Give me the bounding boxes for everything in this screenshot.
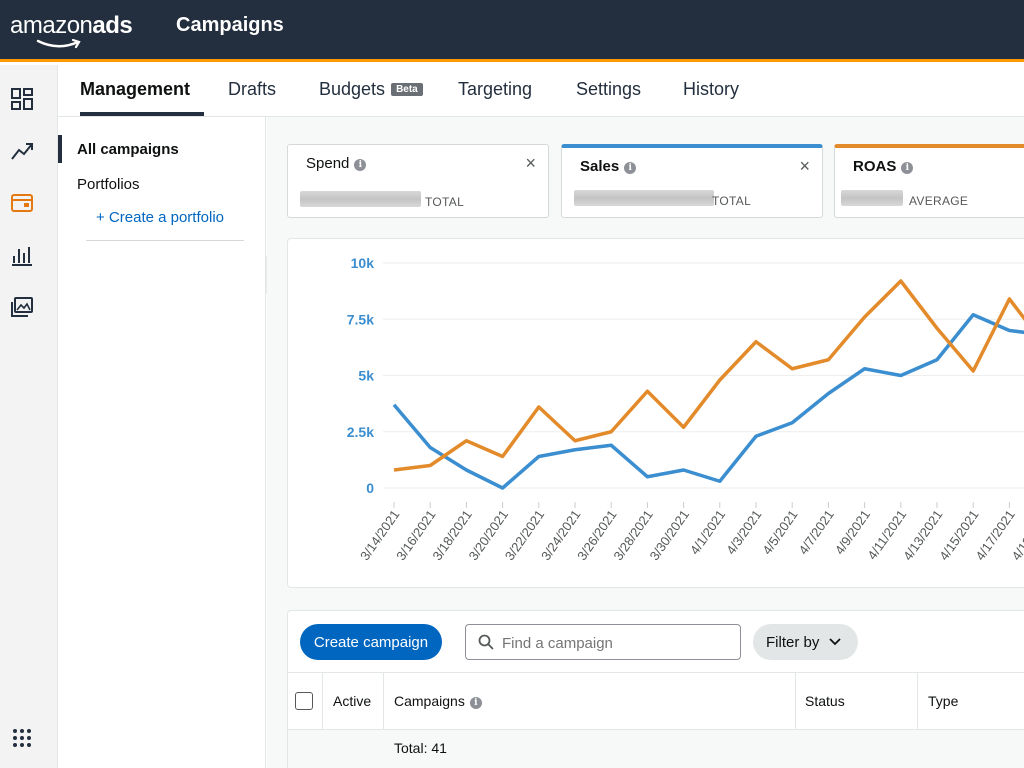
redacted-value <box>574 190 714 206</box>
campaigns-table-card: Create campaign Filter by Active Campaig… <box>287 610 1024 768</box>
info-icon[interactable]: i <box>354 159 367 171</box>
metric-card-sales[interactable]: Sales i × TOTAL <box>561 144 823 218</box>
trend-icon[interactable] <box>8 137 36 165</box>
metric-label-roas: ROAS i <box>853 158 914 175</box>
filter-label: Filter by <box>766 633 820 651</box>
metric-sub-label: TOTAL <box>712 194 752 208</box>
metric-card-roas[interactable]: ROAS i AVERAGE <box>834 144 1024 218</box>
column-header-campaigns[interactable]: Campaigns i <box>394 693 482 709</box>
redacted-value <box>300 191 421 207</box>
y-tick-label: 2.5k <box>347 424 374 440</box>
column-header-active[interactable]: Active <box>333 693 372 709</box>
select-all-checkbox[interactable] <box>295 692 313 710</box>
sidebar: All campaigns Portfolios + Create a port… <box>58 117 266 768</box>
creative-icon[interactable] <box>8 293 36 321</box>
create-portfolio-link[interactable]: + Create a portfolio <box>96 209 224 226</box>
sales-series-line[interactable] <box>392 313 1024 490</box>
logo-smile-icon <box>36 39 81 49</box>
tab-bar: Management Drafts Budgets Beta Targeting … <box>58 65 1024 117</box>
close-icon[interactable]: × <box>799 156 810 176</box>
tab-management[interactable]: Management <box>80 79 191 99</box>
logo-text: amazonads <box>10 12 133 39</box>
total-campaigns: Total: 41 <box>394 740 447 756</box>
y-tick-label: 7.5k <box>347 311 374 327</box>
main-content: Spend i × TOTAL Sales i × TOTAL ROAS i AVER… <box>267 117 1024 768</box>
tab-settings[interactable]: Settings <box>576 79 642 99</box>
redacted-value <box>841 190 903 206</box>
metric-label-sales: Sales i <box>580 158 637 175</box>
sidebar-item-all-campaigns[interactable]: All campaigns <box>77 141 179 158</box>
column-divider <box>383 673 384 768</box>
search-box <box>465 624 741 660</box>
campaigns-icon[interactable] <box>8 189 36 217</box>
sidebar-active-indicator <box>58 135 62 163</box>
metric-sub-label: TOTAL <box>425 195 465 209</box>
x-tick-label: 4/3/2021 <box>723 507 764 557</box>
column-divider <box>917 673 918 768</box>
search-icon <box>478 634 494 650</box>
column-divider <box>795 673 796 768</box>
apps-grid-icon[interactable] <box>12 728 32 748</box>
dashboard-icon[interactable] <box>8 85 36 113</box>
y-tick-label: 0 <box>366 480 374 496</box>
filter-by-button[interactable]: Filter by <box>753 624 858 660</box>
line-chart: 10k7.5k5k2.5k03/14/20213/16/20213/18/202… <box>347 255 1024 563</box>
x-tick-label: 4/5/2021 <box>759 507 800 557</box>
metric-label-spend: Spend i <box>306 155 367 172</box>
search-input[interactable] <box>502 633 722 653</box>
info-icon[interactable]: i <box>901 162 914 174</box>
column-header-status[interactable]: Status <box>805 693 845 709</box>
close-icon[interactable]: × <box>525 153 536 173</box>
metric-card-spend[interactable]: Spend i × TOTAL <box>287 144 549 218</box>
app-title: Campaigns <box>176 14 284 36</box>
x-tick-label: 4/7/2021 <box>796 507 837 557</box>
reports-icon[interactable] <box>8 241 36 269</box>
active-tab-indicator <box>80 112 204 116</box>
tab-drafts[interactable]: Drafts <box>228 79 277 99</box>
info-icon[interactable]: i <box>624 162 637 174</box>
roas-series-line[interactable] <box>393 279 1024 472</box>
column-divider <box>322 673 323 768</box>
beta-badge: Beta <box>391 83 423 96</box>
y-tick-label: 10k <box>351 255 375 271</box>
info-icon[interactable]: i <box>469 697 482 709</box>
sidebar-divider <box>86 240 244 241</box>
tab-budgets-label: Budgets <box>319 79 386 99</box>
tab-targeting[interactable]: Targeting <box>458 79 533 99</box>
left-nav-rail <box>0 65 58 768</box>
top-bar: amazonads Campaigns <box>0 0 1024 62</box>
metric-sub-label: AVERAGE <box>909 194 969 208</box>
sidebar-item-portfolios[interactable]: Portfolios <box>77 176 140 193</box>
create-campaign-button[interactable]: Create campaign <box>300 624 442 660</box>
amazon-ads-logo[interactable]: amazonads <box>10 12 140 49</box>
performance-chart: 10k 7.5k 5k 2.5k 0 3/14/2021 3/16/2021 3/18/202… <box>287 238 1024 588</box>
y-tick-label: 5k <box>358 368 374 384</box>
column-header-type[interactable]: Type <box>928 693 959 709</box>
tab-history[interactable]: History <box>683 79 740 99</box>
chevron-down-icon <box>829 638 841 646</box>
x-tick-label: 4/1/2021 <box>687 507 728 557</box>
table-header: Active Campaigns i Status Type <box>288 672 1024 768</box>
table-row: Total: 41 <box>288 730 1024 768</box>
tab-budgets[interactable]: Budgets Beta <box>319 79 423 100</box>
